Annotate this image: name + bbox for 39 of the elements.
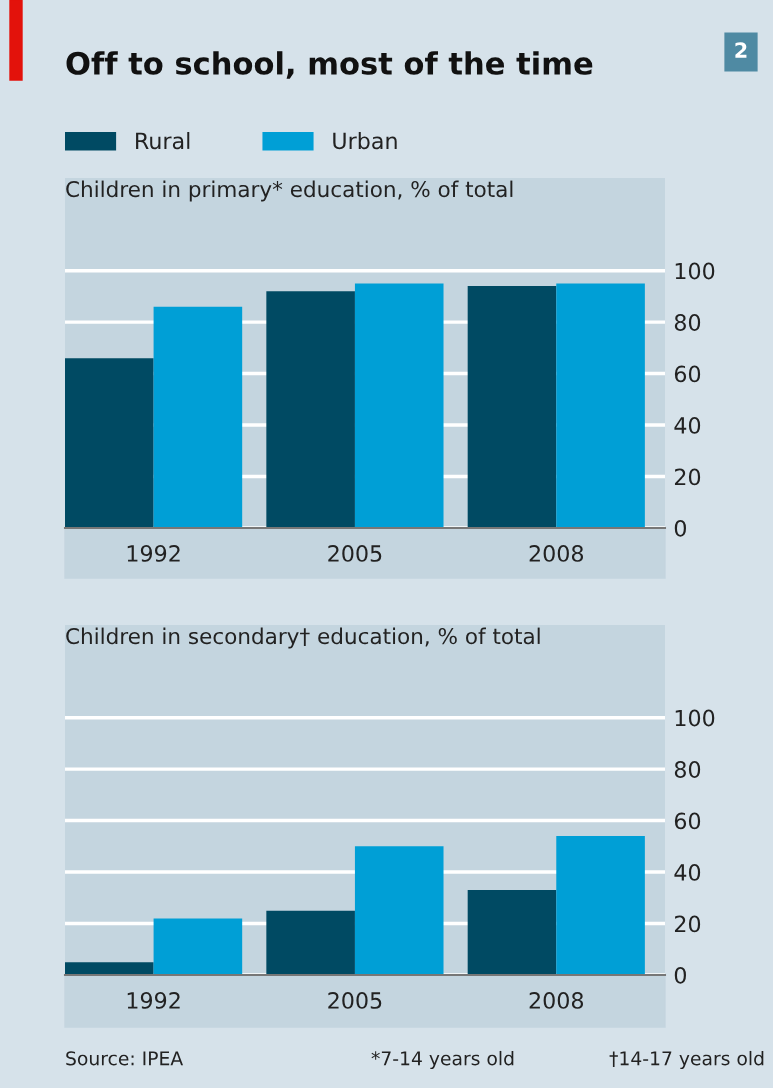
y-tick-label: 20 bbox=[674, 468, 701, 486]
text: †14-17 years old bbox=[609, 1050, 764, 1070]
y-tick-label: 0 bbox=[674, 966, 686, 984]
source-note: Source: IPEA bbox=[66, 1051, 184, 1066]
bar bbox=[354, 846, 444, 975]
x-tick-label: 1992 bbox=[127, 545, 180, 562]
x-tick-label: 2005 bbox=[328, 545, 382, 562]
y-tick-label: 60 bbox=[674, 812, 701, 830]
x-tick-label: 2008 bbox=[529, 992, 584, 1009]
chart-title: Off to school, most of the time bbox=[66, 51, 593, 79]
x-tick-label: 1992 bbox=[127, 992, 180, 1009]
y-tick-label: 80 bbox=[674, 761, 701, 778]
y-tick-label: 100 bbox=[675, 709, 715, 727]
chart-subtitle: Children in primary* education, % of total bbox=[66, 180, 513, 202]
bar bbox=[467, 286, 557, 528]
legend-label: Urban bbox=[333, 131, 397, 150]
bar bbox=[354, 283, 444, 528]
bar bbox=[65, 358, 154, 528]
bar bbox=[556, 836, 645, 975]
y-tick-label: 0 bbox=[674, 519, 686, 537]
bar bbox=[153, 306, 243, 528]
bar bbox=[65, 962, 154, 975]
legend-label: Rural bbox=[136, 131, 190, 150]
y-tick-label: 100 bbox=[675, 262, 715, 280]
x-tick-label: 2005 bbox=[328, 992, 382, 1009]
y-tick-label: 40 bbox=[674, 864, 701, 881]
bar bbox=[153, 918, 243, 975]
y-tick-label: 40 bbox=[674, 417, 701, 434]
bar bbox=[556, 283, 645, 528]
bar bbox=[467, 890, 557, 975]
chart-title: Children in secondary† education, % of total bbox=[66, 627, 540, 649]
bar bbox=[266, 910, 355, 975]
y-tick-label: 20 bbox=[674, 915, 701, 933]
bar bbox=[266, 291, 355, 528]
y-tick-label: 60 bbox=[674, 365, 701, 383]
x-tick-label: 2008 bbox=[529, 545, 584, 562]
text: 2 bbox=[735, 42, 747, 58]
text: *7-14 years old bbox=[371, 1050, 514, 1070]
y-tick-label: 80 bbox=[674, 314, 701, 331]
